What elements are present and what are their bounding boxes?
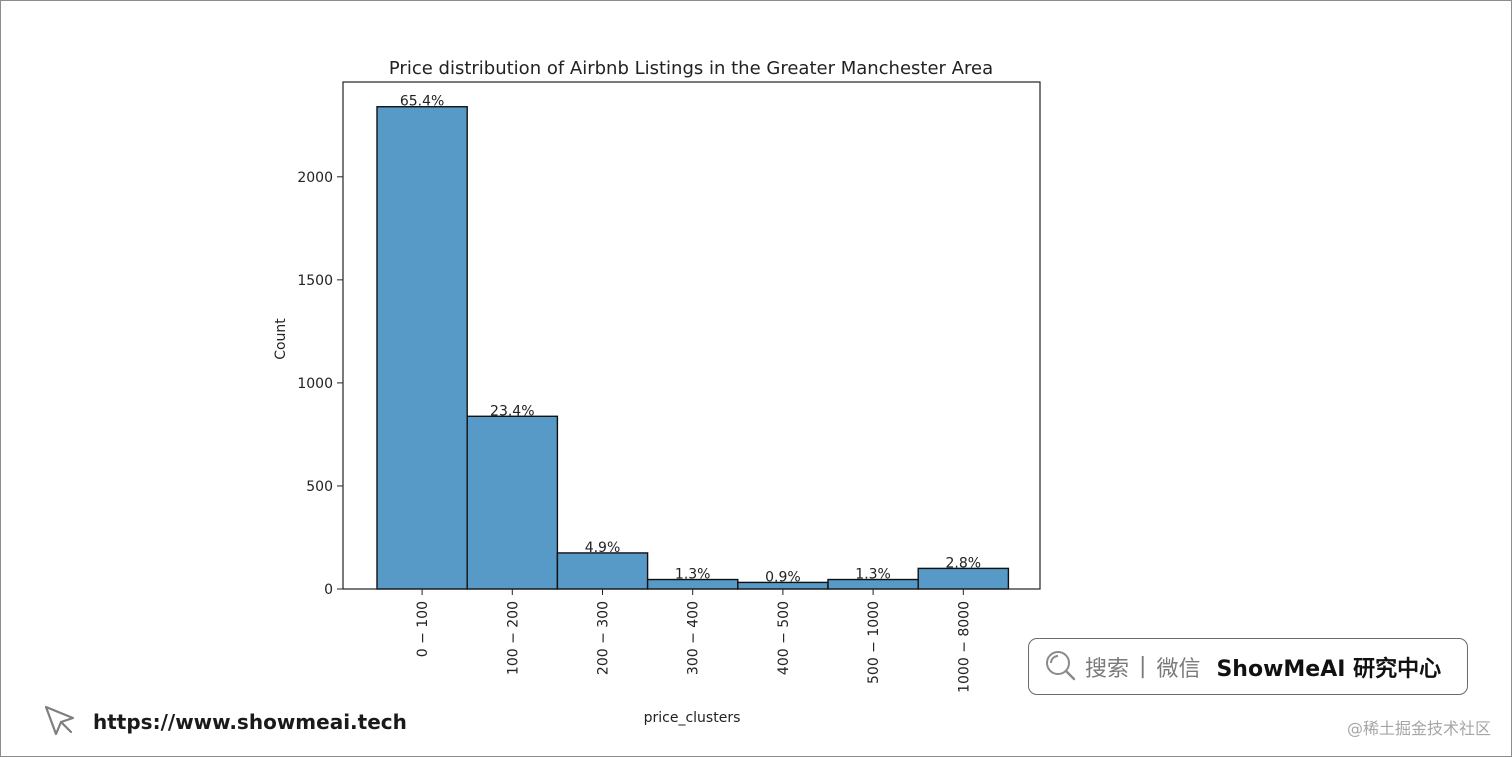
data-label-1: 23.4% xyxy=(490,403,534,419)
cursor-arrow-icon xyxy=(41,701,79,743)
x-tick-label-4: 400 − 500 xyxy=(776,601,792,675)
y-tick-label-3: 1500 xyxy=(297,273,333,289)
bar-1 xyxy=(466,415,559,590)
bar-2 xyxy=(556,552,649,590)
data-label-6: 2.8% xyxy=(946,555,982,571)
chart-title: Price distribution of Airbnb Listings in… xyxy=(389,58,993,79)
separator: | xyxy=(1139,654,1147,679)
y-axis: 0 500 1000 1500 2000 xyxy=(297,170,343,598)
data-labels-layer: 65.4% 23.4% 4.9% 1.3% 0.9% 1.3% 2.8% xyxy=(400,94,981,586)
data-label-3: 1.3% xyxy=(675,567,711,583)
data-label-2: 4.9% xyxy=(585,540,621,556)
x-tick-label-2: 200 − 300 xyxy=(596,601,612,675)
x-axis-label: price_clusters xyxy=(644,710,741,726)
data-label-4: 0.9% xyxy=(765,569,801,585)
search-label: 搜索 xyxy=(1085,656,1130,682)
x-tick-label-5: 500 − 1000 xyxy=(866,601,882,684)
y-tick-label-0: 0 xyxy=(324,582,333,598)
data-label-0: 65.4% xyxy=(400,94,444,110)
brand-name: ShowMeAI 研究中心 xyxy=(1216,656,1442,682)
data-label-5: 1.3% xyxy=(855,567,891,583)
x-tick-label-0: 0 − 100 xyxy=(415,601,431,657)
credit-watermark: @稀土掘金技术社区 xyxy=(1346,719,1491,738)
site-url[interactable]: https://www.showmeai.tech xyxy=(93,710,407,734)
x-tick-label-1: 100 − 200 xyxy=(505,601,521,675)
wechat-search-badge: 搜索 | 微信 ShowMeAI 研究中心 xyxy=(1028,638,1468,695)
y-axis-label: Count xyxy=(273,318,289,360)
x-axis: 0 − 100 100 − 200 200 − 300 300 − 400 400 − … xyxy=(415,589,972,693)
y-tick-label-4: 2000 xyxy=(297,170,333,186)
x-tick-label-6: 1000 − 8000 xyxy=(956,601,972,693)
bar-0 xyxy=(376,106,468,590)
bars-layer xyxy=(376,106,1010,590)
magnifier-icon xyxy=(1043,648,1077,686)
y-tick-label-2: 1000 xyxy=(297,376,333,392)
y-tick-label-1: 500 xyxy=(306,479,333,495)
wechat-label: 微信 xyxy=(1156,656,1201,682)
x-tick-label-3: 300 − 400 xyxy=(686,601,702,675)
site-link[interactable]: https://www.showmeai.tech xyxy=(41,701,407,743)
bar-6 xyxy=(917,567,1010,590)
plot-area-frame xyxy=(342,81,1041,590)
